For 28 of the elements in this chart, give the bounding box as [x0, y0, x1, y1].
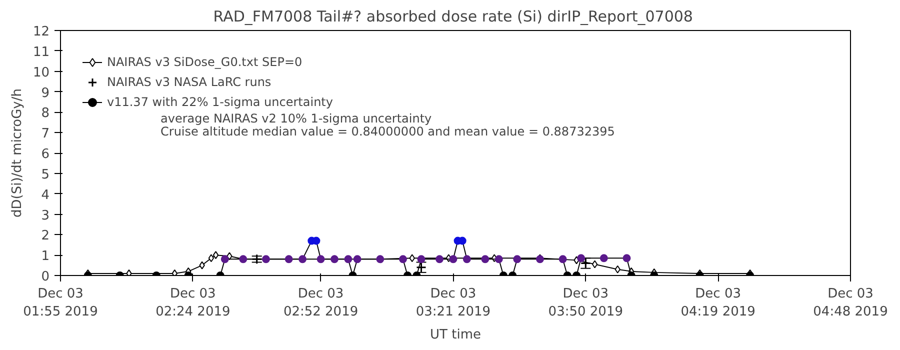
- y-tick-label: 0: [41, 270, 50, 284]
- x-tick-label: Dec 03 02:52 2019: [283, 286, 358, 320]
- x-axis-title: UT time: [430, 328, 481, 342]
- y-tick-label: 3: [41, 208, 50, 224]
- y-tick-label: 1: [41, 249, 50, 264]
- x-tick-label: Dec 03 03:50 2019: [548, 286, 623, 320]
- legend-label: NAIRAS v3 SiDose_G0.txt SEP=0: [107, 55, 302, 69]
- x-tick-label: Dec 03 01:55 2019: [23, 286, 98, 320]
- annotation: Cruise altitude median value = 0.84000000 and mean value = 0.88732395: [160, 124, 615, 138]
- x-tick-label: Dec 03 02:24 2019: [156, 286, 230, 320]
- y-tick-label: 7: [41, 126, 50, 142]
- y-tick-label: 10: [32, 65, 50, 80]
- x-tick-label: Dec 03 04:19 2019: [680, 286, 756, 320]
- y-tick-label: 11: [32, 44, 50, 60]
- y-tick-label: 8: [41, 106, 50, 122]
- x-tick-label: Dec 03 04:48 2019: [813, 286, 888, 320]
- y-tick-label: 6: [41, 147, 50, 162]
- y-tick-label: 12: [32, 24, 50, 40]
- y-tick-label: 5: [41, 167, 50, 182]
- legend-label: NAIRAS v3 NASA LaRC runs: [107, 75, 272, 89]
- y-axis-title: dD(Si)/dt microGy/h: [10, 88, 25, 218]
- annotation: average NAIRAS v2 10% 1-sigma uncertainty: [160, 112, 432, 126]
- chart-title: RAD_FM7008 Tail#? absorbed dose rate (Si) dirIP_Report_07008: [213, 8, 693, 26]
- x-tick-label: Dec 03 03:21 2019: [416, 286, 491, 320]
- y-tick-label: 4: [41, 188, 50, 203]
- legend-label: v11.37 with 22% 1-sigma uncertainty: [107, 95, 333, 109]
- y-tick-label: 2: [41, 228, 50, 244]
- y-tick-label: 9: [41, 86, 50, 101]
